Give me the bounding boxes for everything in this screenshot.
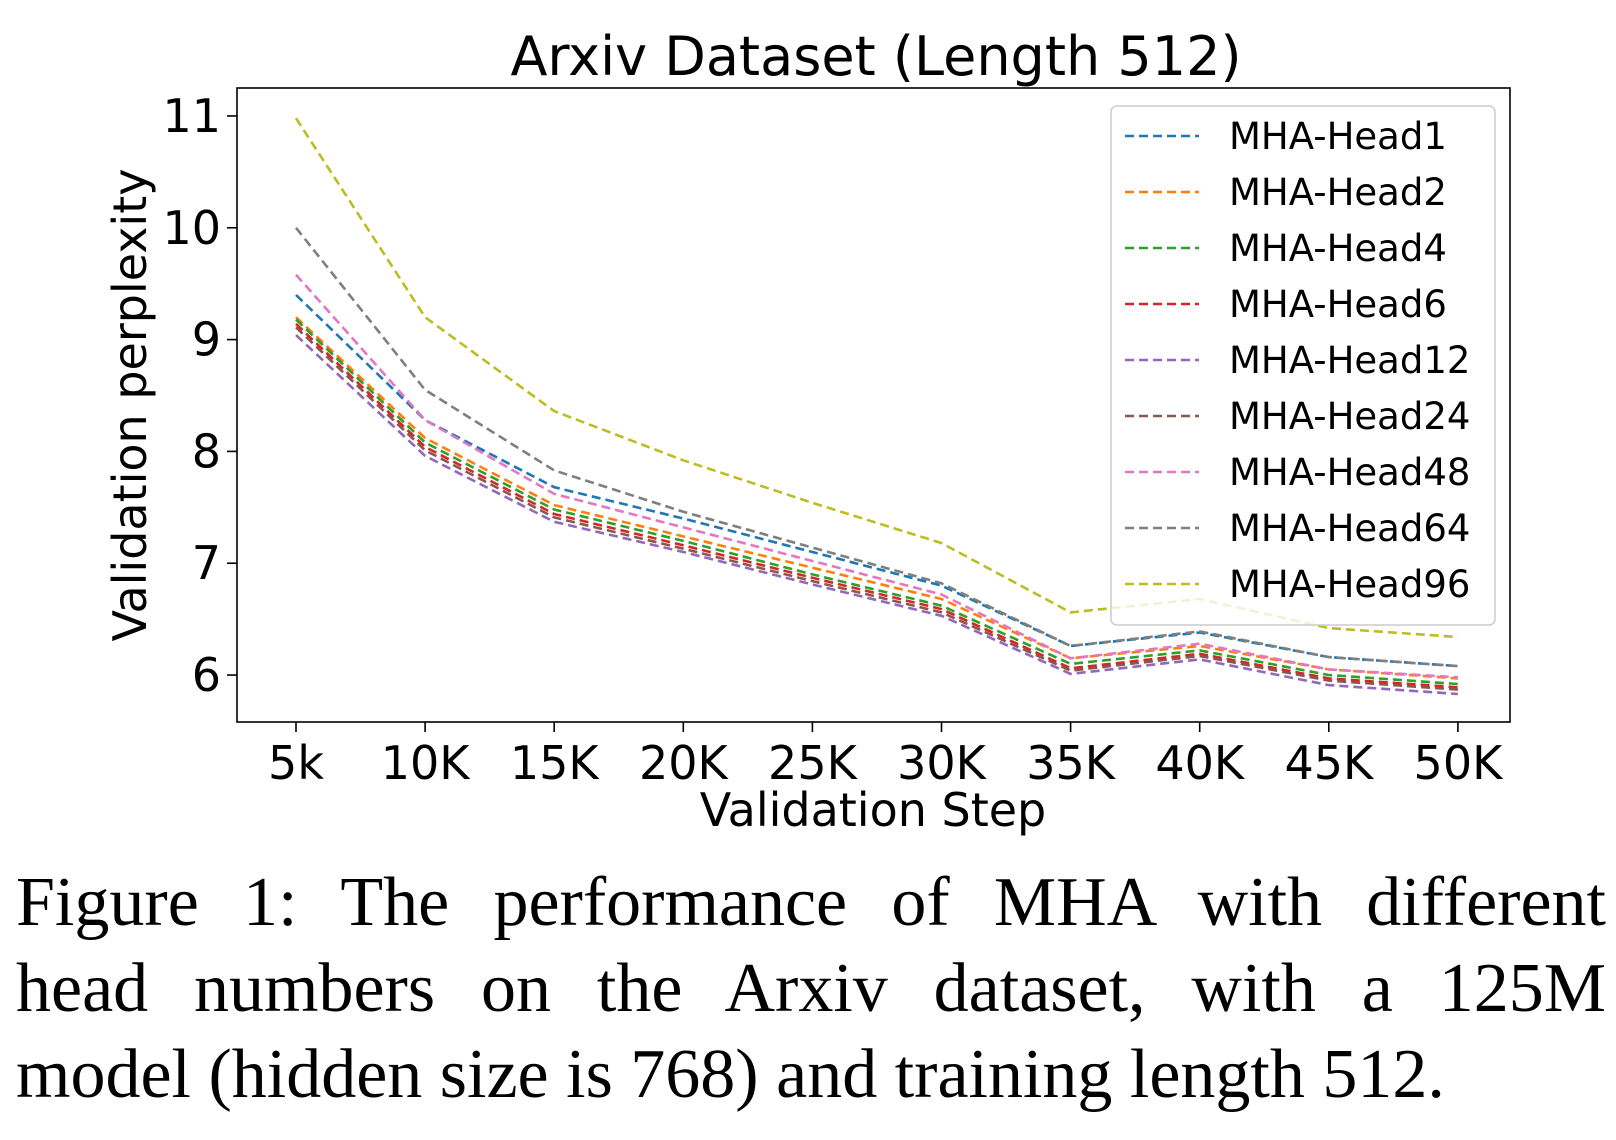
series-line-mha-head1 xyxy=(295,293,1458,668)
legend-label: MHA-Head96 xyxy=(1229,563,1470,606)
legend-box xyxy=(1110,105,1496,626)
chart-title: Arxiv Dataset (Length 512) xyxy=(510,25,1241,88)
legend: MHA-Head1 MHA-Head2 MHA-Head4 MHA-Head6 MHA-… xyxy=(1110,105,1496,626)
y-tick-label: 8 xyxy=(192,424,221,478)
legend-label: MHA-Head4 xyxy=(1229,227,1447,270)
series-line-mha-head64 xyxy=(294,226,1458,668)
series-line-mha-head48 xyxy=(295,273,1458,679)
y-tick-label: 9 xyxy=(192,313,221,367)
x-axis-label: Validation Step xyxy=(700,783,1047,837)
legend-label: MHA-Head2 xyxy=(1229,171,1447,214)
legend-label: MHA-Head48 xyxy=(1229,451,1470,494)
y-tick-label: 11 xyxy=(162,89,221,143)
x-tick-label: 30K xyxy=(897,736,988,790)
caption-line: head numbers on the Arxiv dataset, with … xyxy=(16,950,1606,1027)
series-line-mha-head12 xyxy=(295,334,1458,696)
x-tick-label: 35K xyxy=(1026,736,1117,790)
x-tick-label: 15K xyxy=(510,736,601,790)
legend-label: MHA-Head64 xyxy=(1229,507,1470,550)
x-tick-label: 50K xyxy=(1414,736,1505,790)
x-tick-label: 5k xyxy=(268,736,324,790)
y-tick-label: 7 xyxy=(192,536,221,590)
x-axis: 5k 10K 15K 20K 25K 30K 35K 40K 45K 50K xyxy=(268,722,1504,790)
x-tick-label: 45K xyxy=(1284,736,1375,790)
y-tick-label: 6 xyxy=(192,648,221,702)
y-axis-label: Validation perplexity xyxy=(103,169,157,642)
legend-label: MHA-Head12 xyxy=(1229,339,1470,382)
y-axis: 6 7 8 9 10 11 xyxy=(162,89,237,702)
legend-label: MHA-Head6 xyxy=(1229,283,1447,326)
x-tick-label: 10K xyxy=(381,736,472,790)
y-tick-label: 10 xyxy=(162,201,221,255)
caption-line: Figure 1: The performance of MHA with di… xyxy=(16,864,1606,941)
x-tick-label: 20K xyxy=(639,736,730,790)
axes-frame xyxy=(236,87,1511,723)
x-tick-label: 40K xyxy=(1155,736,1246,790)
caption-line: model (hidden size is 768) and training … xyxy=(16,1036,1445,1113)
legend-label: MHA-Head24 xyxy=(1229,395,1470,438)
figure-caption: Figure 1: The performance of MHA with di… xyxy=(16,860,1606,1118)
line-chart: Arxiv Dataset (Length 512) 6 7 8 9 10 11 5k 10… xyxy=(103,25,1511,837)
x-tick-label: 25K xyxy=(768,736,859,790)
legend-label: MHA-Head1 xyxy=(1229,115,1447,158)
